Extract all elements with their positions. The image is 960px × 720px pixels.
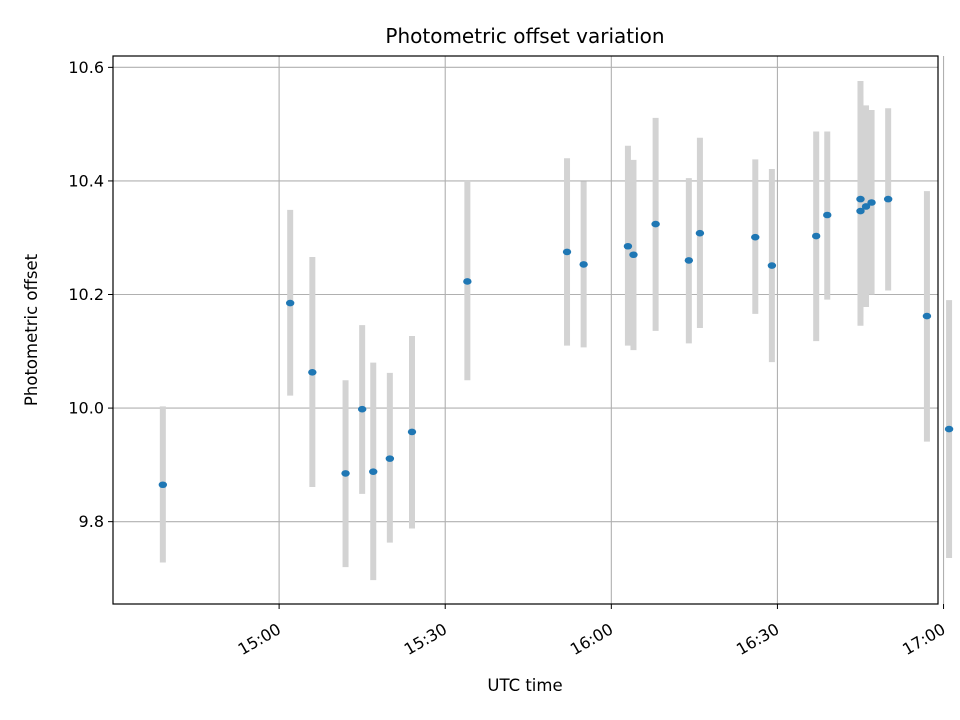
data-point	[357, 405, 367, 413]
data-point	[684, 257, 694, 264]
data-point	[407, 428, 417, 436]
chart-title: Photometric offset variation	[385, 24, 664, 48]
y-axis-label: Photometric offset	[22, 253, 41, 406]
x-tick-label: 16:00	[567, 619, 616, 659]
y-tick-label: 10.0	[68, 399, 104, 418]
data-point	[629, 251, 638, 259]
data-point	[623, 242, 633, 250]
data-point	[562, 248, 572, 256]
error-bars	[159, 80, 953, 581]
data-point	[856, 207, 865, 215]
data-point	[823, 211, 832, 219]
x-tick-label: 15:00	[235, 619, 284, 659]
grid-lines	[113, 56, 945, 604]
data-point	[158, 481, 168, 489]
data-point	[922, 312, 932, 320]
x-tick-label: 16:30	[733, 619, 782, 659]
data-points	[158, 195, 954, 489]
plot-area-frame	[112, 55, 939, 605]
data-point	[767, 262, 777, 269]
x-tick-label: 17:00	[899, 619, 948, 659]
x-axis-ticks: 15:00 15:30 16:00 16:30 17:00	[235, 604, 949, 659]
data-point	[861, 203, 871, 210]
data-point	[308, 369, 317, 376]
y-tick-label: 10.4	[68, 171, 104, 190]
data-point	[369, 468, 378, 475]
data-point	[751, 233, 760, 241]
y-tick-label: 10.2	[68, 285, 104, 304]
data-point	[811, 232, 821, 240]
data-point	[651, 220, 660, 228]
data-point	[883, 195, 893, 203]
x-tick-label: 15:30	[401, 619, 450, 659]
data-point	[385, 455, 395, 462]
y-tick-label: 10.6	[68, 58, 104, 77]
y-axis-ticks: 9.8 10.0 10.2 10.4 10.6	[68, 58, 113, 531]
y-tick-label: 9.8	[79, 512, 104, 531]
data-point	[341, 470, 350, 477]
data-point	[463, 278, 472, 285]
data-point	[856, 195, 865, 203]
data-point	[579, 261, 588, 268]
data-point	[867, 199, 876, 206]
data-point	[944, 425, 954, 433]
x-axis-label: UTC time	[487, 676, 562, 695]
data-point	[285, 299, 295, 307]
data-point	[695, 229, 705, 237]
